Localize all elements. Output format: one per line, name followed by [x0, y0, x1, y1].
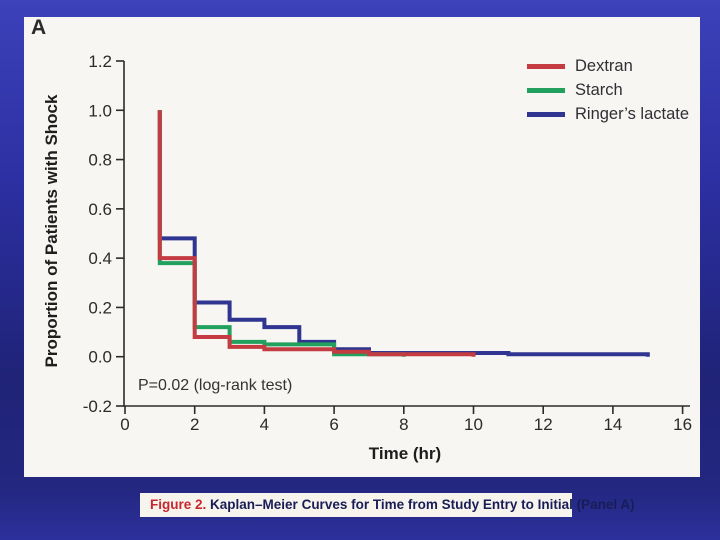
y-tick-label: 0.0 — [88, 348, 112, 367]
y-tick-label: 0.2 — [88, 298, 112, 317]
legend-label: Ringer’s lactate — [575, 104, 690, 123]
legend-swatch — [527, 63, 565, 69]
x-tick-label: 8 — [399, 415, 408, 434]
x-tick-label: 2 — [190, 415, 199, 434]
x-tick-label: 10 — [464, 415, 483, 434]
p-value-annotation: P=0.02 (log-rank test) — [138, 377, 293, 394]
curve-starch — [157, 110, 406, 357]
x-tick-label: 4 — [260, 415, 269, 434]
y-tick-label: 1.0 — [88, 101, 112, 120]
x-axis-label: Time (hr) — [368, 444, 442, 463]
legend-swatch — [527, 111, 565, 117]
figure-caption: Figure 2. Kaplan–Meier Curves for Time f… — [140, 493, 635, 517]
legend-item: Starch — [527, 78, 689, 102]
y-axis-label: Proportion of Patients with Shock — [42, 94, 61, 368]
curve-dextran — [157, 110, 476, 357]
x-tick-label: 14 — [603, 415, 622, 434]
y-tick-label: 1.2 — [88, 52, 112, 71]
x-tick-label: 16 — [673, 415, 692, 434]
y-tick-label: 0.6 — [88, 200, 112, 219]
caption-figure-number: Figure 2. — [150, 497, 207, 512]
y-tick-label: 0.8 — [88, 151, 112, 170]
y-tick-label: 0.4 — [88, 249, 112, 268]
legend-label: Starch — [575, 80, 623, 99]
x-tick-label: 0 — [120, 415, 129, 434]
caption-title: Kaplan–Meier Curves for Time from Study … — [210, 497, 635, 512]
figure-panel — [24, 17, 700, 477]
x-tick-label: 6 — [329, 415, 338, 434]
legend-swatch — [527, 87, 565, 93]
x-tick-label: 12 — [534, 415, 553, 434]
y-tick-label: -0.2 — [83, 397, 112, 416]
legend-item: Ringer’s lactate — [527, 102, 689, 126]
legend-label: Dextran — [575, 56, 633, 75]
panel-label: A — [31, 16, 47, 39]
legend-item: Dextran — [527, 54, 689, 78]
curve-ringer-s-lactate — [157, 110, 650, 357]
legend: Dextran Starch Ringer’s lactate — [527, 54, 689, 126]
